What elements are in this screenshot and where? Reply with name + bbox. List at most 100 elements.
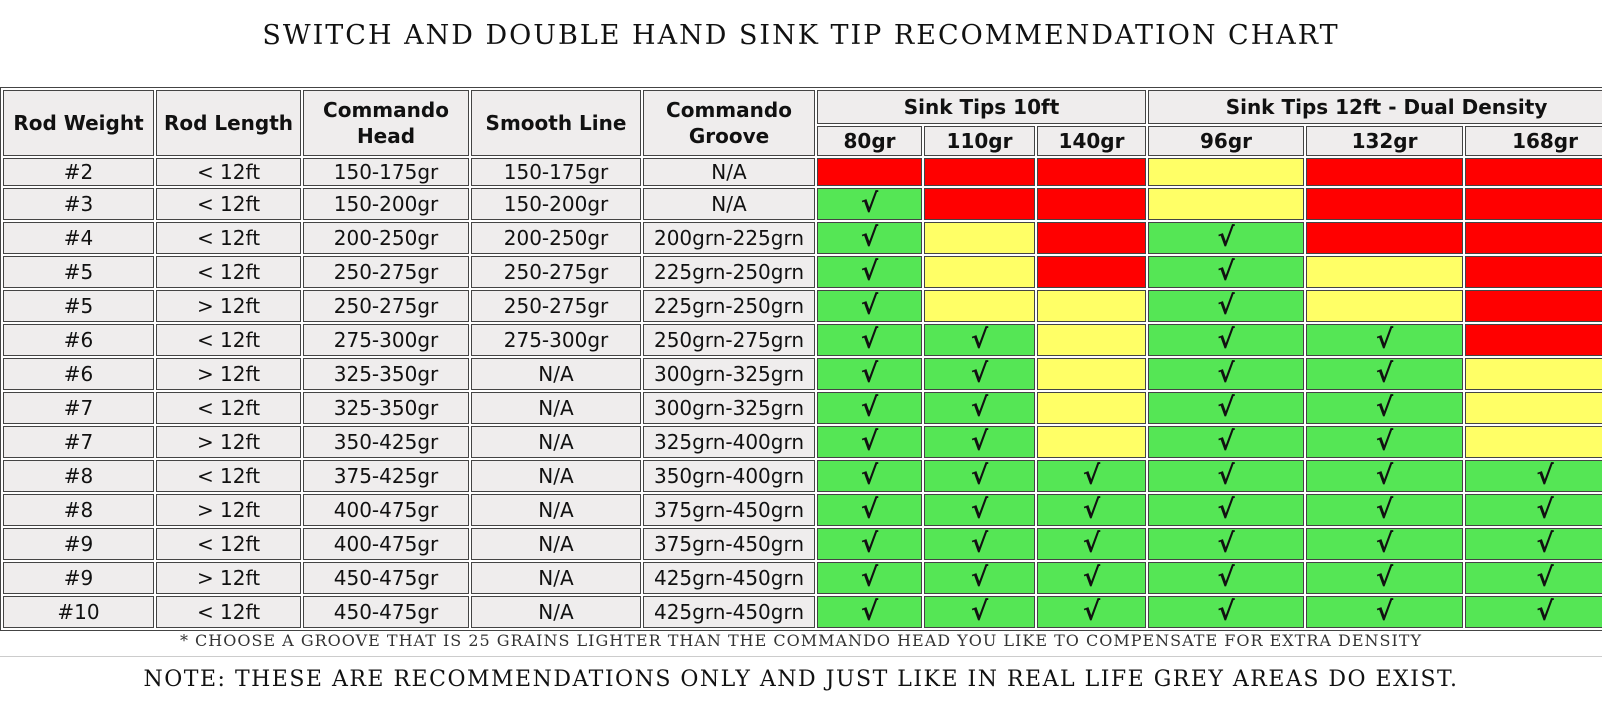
tip-cell: √ [924,392,1035,424]
tip-cell: √ [817,528,922,560]
table-row: #9 < 12ft 400-475gr N/A 375grn-450grn √ √ √ √ √ √ [3,528,1602,560]
cell: 225grn-250grn [643,256,815,288]
sub-header: 140gr [1037,126,1147,156]
check-mark: √ [1082,461,1101,491]
cell: 150-175gr [303,158,469,186]
check-mark: √ [860,427,879,457]
tip-cell [1465,426,1602,458]
tip-cell [1148,158,1305,186]
tip-cell: √ [1306,596,1464,628]
cell: 150-200gr [471,188,641,220]
tip-cell: √ [1306,460,1464,492]
cell: #5 [3,256,154,288]
cell: #6 [3,324,154,356]
tip-cell: √ [1306,358,1464,390]
cell: #4 [3,222,154,254]
check-mark: √ [970,495,989,525]
check-mark: √ [1217,291,1235,321]
tip-cell: √ [817,256,922,288]
tip-cell: √ [817,426,922,458]
table-row: #6 > 12ft 325-350gr N/A 300grn-325grn √ √ √ √ [3,358,1602,390]
cell: #8 [3,460,154,492]
cell: N/A [643,158,815,186]
cell: > 12ft [156,358,301,390]
check-mark: √ [970,461,989,491]
check-mark: √ [1217,257,1235,287]
cell: #6 [3,358,154,390]
cell: #7 [3,392,154,424]
cell: > 12ft [156,494,301,526]
table-row: #5 > 12ft 250-275gr 250-275gr 225grn-250grn √… [3,290,1602,322]
note: NOTE: THESE ARE RECOMMENDATIONS ONLY AND… [143,667,1459,692]
cell: 375-425gr [303,460,469,492]
check-mark: √ [1375,495,1394,525]
cell: #9 [3,562,154,594]
sub-header: 168gr [1465,126,1602,156]
table-row: #5 < 12ft 250-275gr 250-275gr 225grn-250grn √… [3,256,1602,288]
check-mark: √ [1536,597,1554,627]
tip-cell: √ [1148,358,1305,390]
cell: 225grn-250grn [643,290,815,322]
cell: N/A [643,188,815,220]
cell: 375grn-450grn [643,494,815,526]
cell: #7 [3,426,154,458]
cell: 300grn-325grn [643,392,815,424]
cell: N/A [471,358,641,390]
check-mark: √ [860,529,879,559]
tip-cell: √ [924,528,1035,560]
check-mark: √ [970,359,989,389]
check-mark: √ [860,223,879,253]
cell: 200grn-225grn [643,222,815,254]
tip-cell: √ [1148,460,1305,492]
check-mark: √ [1082,495,1101,525]
check-mark: √ [860,495,879,525]
sub-header: 80gr [817,126,922,156]
cell: > 12ft [156,562,301,594]
tip-cell [1465,290,1602,322]
table-row: #8 > 12ft 400-475gr N/A 375grn-450grn √ √ √ √ √ √ [3,494,1602,526]
table-header: Rod Weight Rod Length Commando Head Smooth … [3,90,1602,156]
cell: 250-275gr [303,256,469,288]
cell: 425grn-450grn [643,596,815,628]
cell: 250-275gr [471,256,641,288]
tip-cell: √ [924,324,1035,356]
tip-cell: √ [1148,562,1305,594]
tip-cell: √ [1148,426,1305,458]
tip-cell: √ [1465,528,1602,560]
tip-cell: √ [1465,494,1602,526]
tip-cell [1465,256,1602,288]
check-mark: √ [1375,393,1394,423]
tip-cell: √ [1037,562,1147,594]
table-row: #6 < 12ft 275-300gr 275-300gr 250grn-275grn √… [3,324,1602,356]
tip-cell [1306,256,1464,288]
cell: 325grn-400grn [643,426,815,458]
cell: N/A [471,494,641,526]
cell: N/A [471,426,641,458]
column-header: Commando Groove [643,90,815,156]
cell: #9 [3,528,154,560]
table-row: #7 > 12ft 350-425gr N/A 325grn-400grn √ √ √ √ [3,426,1602,458]
cell: 300grn-325grn [643,358,815,390]
tip-cell [1037,324,1147,356]
cell: 325-350gr [303,358,469,390]
tip-cell: √ [817,392,922,424]
tip-cell [1306,188,1464,220]
table-row: #7 < 12ft 325-350gr N/A 300grn-325grn √ √ √ √ [3,392,1602,424]
tip-cell: √ [1306,528,1464,560]
tip-cell: √ [1306,324,1464,356]
check-mark: √ [1375,529,1394,559]
check-mark: √ [1375,427,1394,457]
table-row: #3 < 12ft 150-200gr 150-200gr N/A √ [3,188,1602,220]
cell: 200-250gr [303,222,469,254]
tip-cell [817,158,922,186]
check-mark: √ [1217,529,1235,559]
cell: N/A [471,460,641,492]
check-mark: √ [1217,427,1235,457]
tip-cell [1037,290,1147,322]
cell: < 12ft [156,528,301,560]
tip-cell: √ [817,562,922,594]
check-mark: √ [1217,563,1235,593]
tip-cell: √ [924,596,1035,628]
group-header: Sink Tips 12ft - Dual Density [1148,90,1602,124]
